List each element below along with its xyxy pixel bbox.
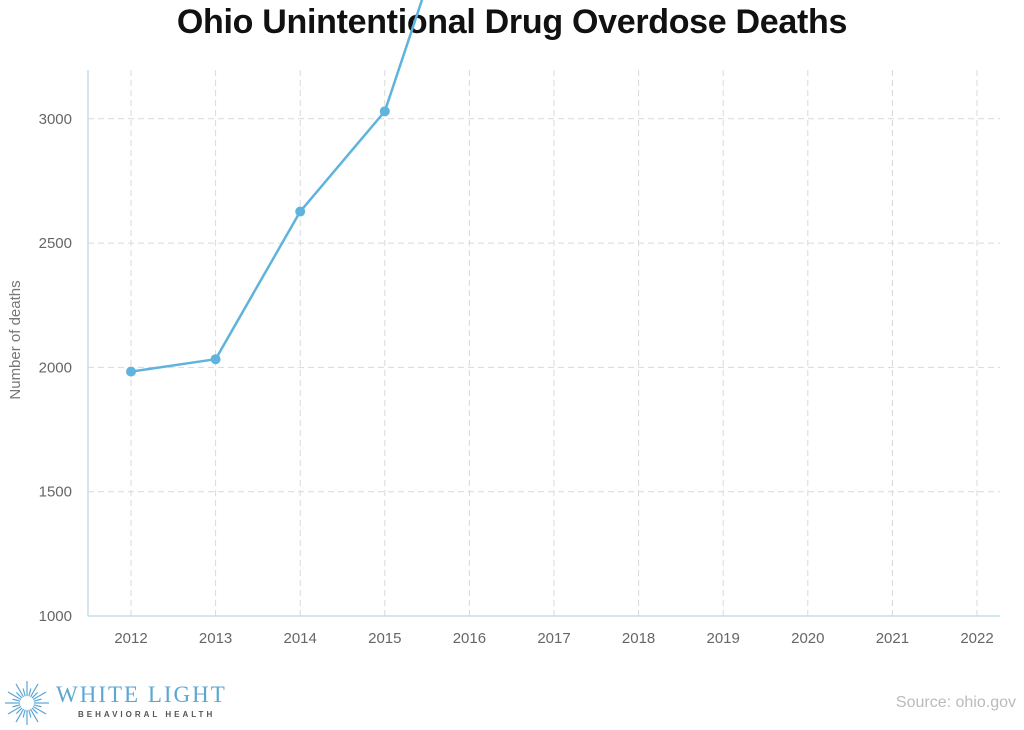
y-tick-label: 1500 xyxy=(39,484,72,501)
axes xyxy=(87,70,1000,617)
x-tick-label: 2019 xyxy=(707,630,740,647)
data-point xyxy=(379,106,390,117)
data-point xyxy=(210,354,221,365)
data-point xyxy=(126,366,136,377)
y-tick-label: 3500 xyxy=(39,0,72,4)
data-series xyxy=(126,0,424,377)
x-tick-label: 2015 xyxy=(368,630,401,647)
x-tick-label: 2021 xyxy=(876,630,909,647)
grid-lines xyxy=(88,70,1000,616)
x-tick-label: 2022 xyxy=(960,630,993,647)
brand-tagline: BEHAVIORAL HEALTH xyxy=(78,710,216,719)
tick-labels: 1000150020002500300035004000450050002012… xyxy=(39,0,994,647)
x-tick-label: 2013 xyxy=(199,630,232,647)
y-tick-label: 2500 xyxy=(39,235,72,252)
y-tick-label: 1000 xyxy=(39,608,72,625)
x-tick-label: 2018 xyxy=(622,630,655,647)
x-tick-label: 2017 xyxy=(537,630,570,647)
x-tick-label: 2016 xyxy=(453,630,486,647)
x-tick-label: 2014 xyxy=(284,630,317,647)
y-axis-label: Number of deaths xyxy=(7,280,24,399)
brand-logo: WHITE LIGHT BEHAVIORAL HEALTH xyxy=(0,678,240,728)
x-tick-label: 2020 xyxy=(791,630,824,647)
data-point xyxy=(295,206,306,217)
brand-name: WHITE LIGHT xyxy=(56,682,227,707)
source-note: Source: ohio.gov xyxy=(895,694,1016,711)
starburst-icon xyxy=(5,681,49,725)
series-line xyxy=(130,0,424,373)
x-tick-label: 2012 xyxy=(114,630,147,647)
y-tick-label: 2000 xyxy=(39,359,72,376)
chart-title: Ohio Unintentional Drug Overdose Deaths xyxy=(176,3,848,41)
line-chart: 1000150020002500300035004000450050002012… xyxy=(7,0,1000,647)
y-tick-label: 3000 xyxy=(39,111,72,128)
